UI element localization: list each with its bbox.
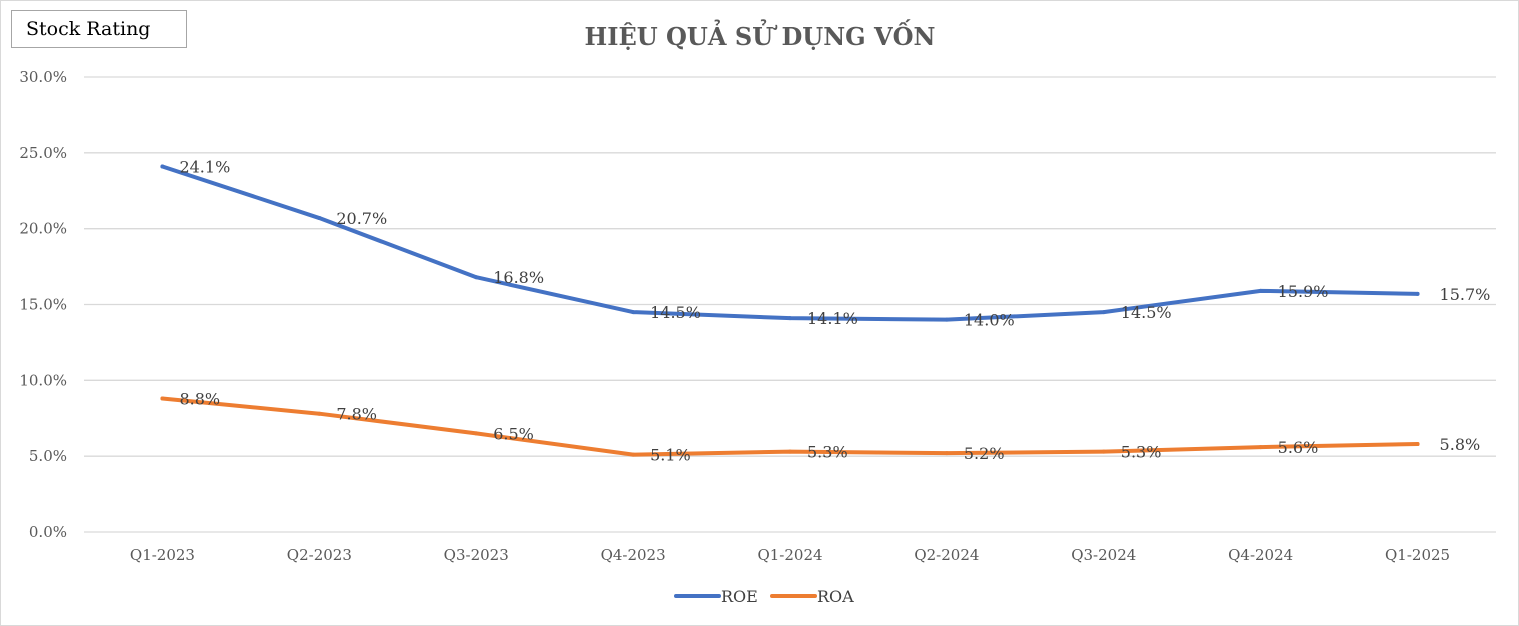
- data-point-roe: [160, 164, 165, 169]
- data-point-roe: [1415, 291, 1420, 296]
- x-tick-label: Q3-2024: [1071, 546, 1136, 564]
- y-tick-label: 10.0%: [19, 371, 67, 389]
- y-tick-label: 30.0%: [19, 68, 67, 86]
- data-point-roa: [160, 396, 165, 401]
- x-tick-label: Q4-2023: [601, 546, 666, 564]
- chart-title: HIỆU QUẢ SỬ DỤNG VỐN: [585, 19, 936, 51]
- legend-label-roa: ROA: [817, 587, 854, 606]
- data-label-roe: 24.1%: [179, 157, 230, 176]
- x-tick-label: Q2-2023: [287, 546, 352, 564]
- data-point-roe: [1101, 310, 1106, 315]
- data-label-roa: 5.1%: [650, 446, 691, 465]
- data-point-roa: [474, 431, 479, 436]
- data-label-roe: 14.1%: [807, 309, 858, 328]
- data-point-roa: [944, 451, 949, 456]
- data-point-roe: [944, 317, 949, 322]
- data-label-roa: 5.3%: [1121, 443, 1162, 462]
- x-tick-label: Q3-2023: [444, 546, 509, 564]
- y-tick-label: 25.0%: [19, 144, 67, 162]
- data-label-roe: 15.9%: [1278, 282, 1329, 301]
- y-tick-label: 15.0%: [19, 296, 67, 314]
- data-point-roe: [317, 216, 322, 221]
- data-label-roa: 5.3%: [807, 443, 848, 462]
- data-label-roe: 14.5%: [1121, 303, 1172, 322]
- y-tick-label: 0.0%: [29, 523, 67, 541]
- data-point-roa: [1101, 449, 1106, 454]
- data-point-roa: [631, 452, 636, 457]
- data-point-roa: [1415, 442, 1420, 447]
- x-tick-label: Q2-2024: [914, 546, 979, 564]
- data-label-roa: 5.8%: [1440, 435, 1481, 454]
- data-label-roa: 8.8%: [179, 390, 220, 409]
- x-tick-label: Q1-2024: [757, 546, 822, 564]
- x-tick-label: Q1-2023: [130, 546, 195, 564]
- data-label-roa: 5.6%: [1278, 438, 1319, 457]
- x-tick-label: Q4-2024: [1228, 546, 1293, 564]
- data-label-roe: 14.5%: [650, 303, 701, 322]
- series-line-roe: [160, 164, 1420, 322]
- data-point-roa: [1258, 445, 1263, 450]
- data-label-roa: 6.5%: [493, 424, 534, 443]
- data-label-roe: 15.7%: [1440, 285, 1491, 304]
- data-point-roe: [788, 316, 792, 321]
- data-label-roa: 7.8%: [336, 405, 377, 424]
- stock-rating-badge: Stock Rating: [11, 10, 187, 48]
- data-point-roe: [1258, 288, 1263, 293]
- data-label-roe: 16.8%: [493, 268, 544, 287]
- data-point-roe: [631, 310, 636, 315]
- y-tick-label: 20.0%: [19, 220, 67, 238]
- y-tick-label: 5.0%: [29, 447, 67, 465]
- data-label-roe: 14.0%: [964, 311, 1015, 330]
- data-point-roa: [317, 411, 322, 416]
- data-point-roa: [788, 449, 792, 454]
- data-label-roe: 20.7%: [336, 209, 387, 228]
- data-label-roa: 5.2%: [964, 444, 1005, 463]
- x-tick-label: Q1-2025: [1385, 546, 1450, 564]
- data-point-roe: [474, 275, 479, 280]
- legend-label-roe: ROE: [721, 587, 758, 606]
